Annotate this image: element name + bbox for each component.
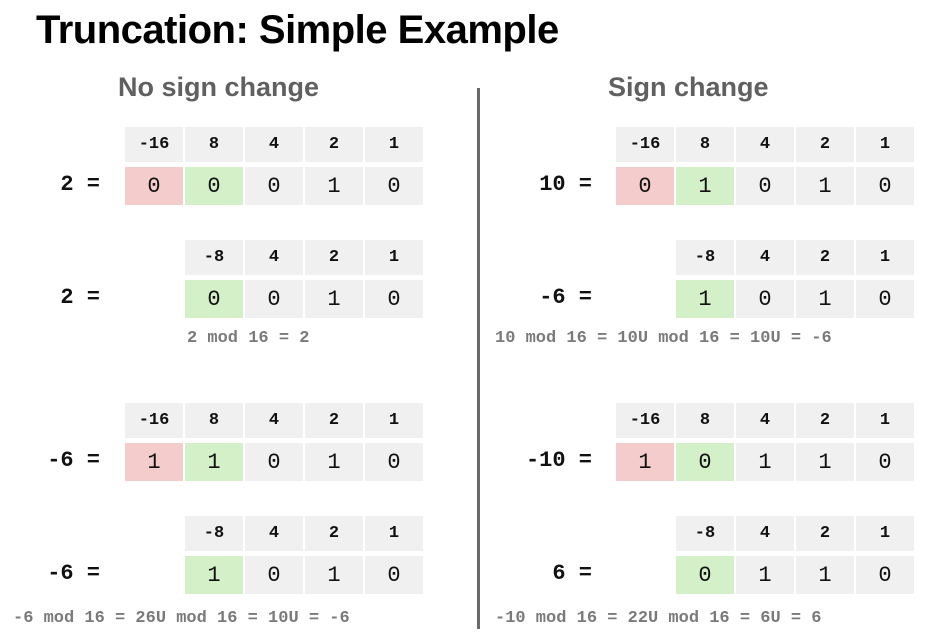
weight-cell: -16 bbox=[616, 127, 674, 162]
bit-cell: 0 bbox=[365, 280, 423, 318]
bit-cell: 1 bbox=[736, 556, 794, 594]
column-divider bbox=[477, 88, 480, 629]
bit-cell: 1 bbox=[305, 280, 363, 318]
kept-msb-cell: 0 bbox=[185, 167, 243, 205]
bit-cell: 0 bbox=[736, 167, 794, 205]
kept-msb-cell: 1 bbox=[185, 556, 243, 594]
weight-cell: 4 bbox=[245, 127, 303, 162]
bit-cell: 1 bbox=[305, 167, 363, 205]
weight-cell: 2 bbox=[796, 127, 854, 162]
kept-msb-cell: 0 bbox=[185, 280, 243, 318]
weight-cell: 2 bbox=[796, 240, 854, 275]
kept-msb-cell: 0 bbox=[676, 556, 734, 594]
weight-cell: 4 bbox=[245, 403, 303, 438]
bit-cell: 0 bbox=[736, 280, 794, 318]
value-label: 10 = bbox=[539, 172, 592, 197]
weight-cell: 4 bbox=[736, 240, 794, 275]
bit-cell: 1 bbox=[736, 443, 794, 481]
weight-cell: 4 bbox=[245, 516, 303, 551]
bit-cell: 1 bbox=[796, 556, 854, 594]
bit-cell: 0 bbox=[856, 556, 914, 594]
weight-cell: 2 bbox=[796, 516, 854, 551]
sign-bit-cell: 1 bbox=[125, 443, 183, 481]
bit-cell: 1 bbox=[796, 167, 854, 205]
weight-cell: -16 bbox=[125, 403, 183, 438]
weight-cell: 8 bbox=[185, 403, 243, 438]
weight-cell: 1 bbox=[856, 240, 914, 275]
weight-cell: -8 bbox=[185, 516, 243, 551]
weight-cell: 4 bbox=[736, 516, 794, 551]
mod-note: -6 mod 16 = 26U mod 16 = 10U = -6 bbox=[13, 609, 350, 628]
bit-cell: 0 bbox=[365, 556, 423, 594]
bit-cell: 0 bbox=[245, 167, 303, 205]
sign-bit-cell: 0 bbox=[125, 167, 183, 205]
weight-cell: -8 bbox=[185, 240, 243, 275]
sign-bit-cell: 0 bbox=[616, 167, 674, 205]
bit-cell: 1 bbox=[796, 280, 854, 318]
slide-title: Truncation: Simple Example bbox=[36, 8, 559, 52]
weight-cell: 1 bbox=[365, 240, 423, 275]
weight-cell: 4 bbox=[736, 403, 794, 438]
weight-cell: 1 bbox=[365, 516, 423, 551]
bit-cell: 0 bbox=[856, 280, 914, 318]
weight-cell: 1 bbox=[365, 403, 423, 438]
mod-note: -10 mod 16 = 22U mod 16 = 6U = 6 bbox=[495, 609, 822, 628]
bit-cell: 0 bbox=[365, 167, 423, 205]
weight-cell: 4 bbox=[245, 240, 303, 275]
kept-msb-cell: 0 bbox=[676, 443, 734, 481]
value-label: -6 = bbox=[47, 561, 100, 586]
weight-cell: 8 bbox=[185, 127, 243, 162]
weight-cell: -8 bbox=[676, 240, 734, 275]
weight-cell: 2 bbox=[305, 403, 363, 438]
mod-note: 10 mod 16 = 10U mod 16 = 10U = -6 bbox=[495, 329, 832, 348]
weight-cell: 4 bbox=[736, 127, 794, 162]
bit-cell: 1 bbox=[305, 556, 363, 594]
weight-cell: 8 bbox=[676, 403, 734, 438]
kept-msb-cell: 1 bbox=[185, 443, 243, 481]
right-column-heading: Sign change bbox=[608, 72, 769, 102]
weight-cell: 1 bbox=[856, 516, 914, 551]
weight-cell: 2 bbox=[305, 127, 363, 162]
weight-cell: 2 bbox=[305, 516, 363, 551]
value-label: -6 = bbox=[47, 448, 100, 473]
value-label: 2 = bbox=[60, 285, 100, 310]
bit-cell: 0 bbox=[856, 443, 914, 481]
value-label: 2 = bbox=[60, 172, 100, 197]
bit-cell: 0 bbox=[856, 167, 914, 205]
bit-cell: 1 bbox=[796, 443, 854, 481]
weight-cell: -16 bbox=[125, 127, 183, 162]
value-label: 6 = bbox=[552, 561, 592, 586]
value-label: -10 = bbox=[525, 448, 592, 473]
weight-cell: 2 bbox=[305, 240, 363, 275]
weight-cell: 1 bbox=[856, 403, 914, 438]
bit-cell: 0 bbox=[245, 280, 303, 318]
bit-cell: 0 bbox=[245, 443, 303, 481]
weight-cell: 8 bbox=[676, 127, 734, 162]
kept-msb-cell: 1 bbox=[676, 167, 734, 205]
bit-cell: 0 bbox=[245, 556, 303, 594]
bit-cell: 1 bbox=[305, 443, 363, 481]
value-label: -6 = bbox=[539, 285, 592, 310]
left-column-heading: No sign change bbox=[118, 72, 320, 102]
weight-cell: -16 bbox=[616, 403, 674, 438]
sign-bit-cell: 1 bbox=[616, 443, 674, 481]
kept-msb-cell: 1 bbox=[676, 280, 734, 318]
weight-cell: 2 bbox=[796, 403, 854, 438]
weight-cell: -8 bbox=[676, 516, 734, 551]
bit-cell: 0 bbox=[365, 443, 423, 481]
weight-cell: 1 bbox=[365, 127, 423, 162]
weight-cell: 1 bbox=[856, 127, 914, 162]
mod-note: 2 mod 16 = 2 bbox=[187, 329, 310, 348]
